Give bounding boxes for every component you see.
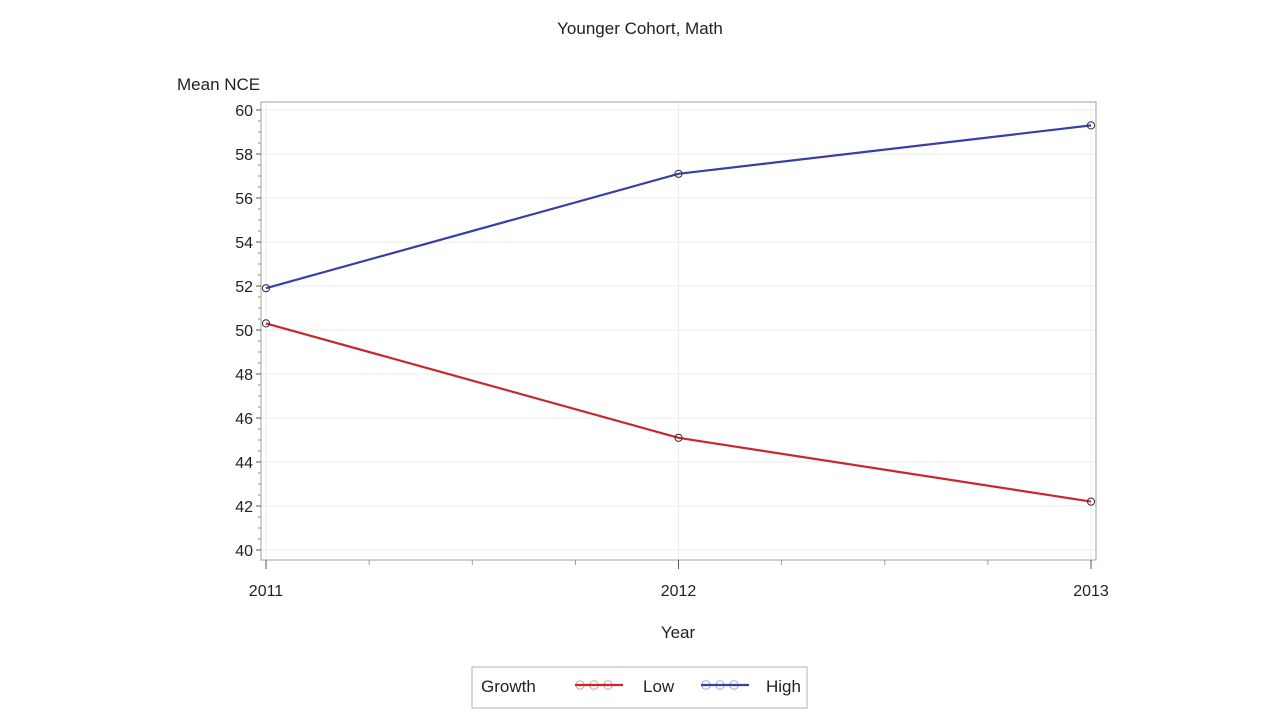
data-point-low: [1086, 497, 1096, 506]
y-tick-label: 50: [235, 323, 253, 340]
data-point-high: [674, 169, 683, 178]
y-tick-label: 42: [235, 499, 253, 516]
legend-marker-low: [575, 680, 585, 690]
legend-frame: [471, 666, 808, 709]
chart-title: Younger Cohort, Math: [557, 19, 723, 38]
legend-marker-high: [715, 680, 725, 690]
legend-items: Low High: [575, 677, 801, 696]
y-tick-label: 46: [235, 411, 253, 428]
data-point-low: [674, 433, 683, 442]
y-axis-label: Mean NCE: [177, 75, 260, 94]
legend-label-low: Low: [643, 677, 675, 696]
legend-label-high: High: [766, 677, 801, 696]
y-tick-label: 40: [235, 543, 253, 560]
x-tick-label: 2011: [249, 583, 284, 600]
y-tick-label: 52: [235, 279, 253, 296]
y-tick-label: 58: [235, 147, 253, 164]
legend: Growth Low High: [471, 666, 808, 709]
grid-lines: [261, 102, 1096, 560]
x-tick-label: 2012: [661, 583, 697, 600]
series-line-high: [265, 124, 1092, 290]
y-tick-label: 56: [235, 191, 253, 208]
axes: 40 42 44 46 48 50 52 54 56 58 60 2011 2012 2013: [235, 103, 1109, 600]
legend-marker-low: [589, 680, 599, 690]
x-tick-label: 2013: [1073, 583, 1109, 600]
series-lines: [261, 121, 1096, 506]
y-tick-label: 48: [235, 367, 253, 384]
series-line-low: [265, 322, 1092, 503]
y-tick-label: 54: [235, 235, 253, 252]
data-point-high: [1086, 121, 1096, 130]
y-tick-label: 60: [235, 103, 253, 120]
y-tick-label: 44: [235, 455, 253, 472]
data-point-low: [261, 319, 271, 328]
legend-marker-high: [729, 680, 739, 690]
legend-marker-high: [701, 680, 711, 690]
legend-marker-low: [603, 680, 613, 690]
x-axis-label: Year: [661, 623, 696, 642]
data-point-high: [261, 284, 271, 293]
legend-title: Growth: [481, 677, 536, 696]
